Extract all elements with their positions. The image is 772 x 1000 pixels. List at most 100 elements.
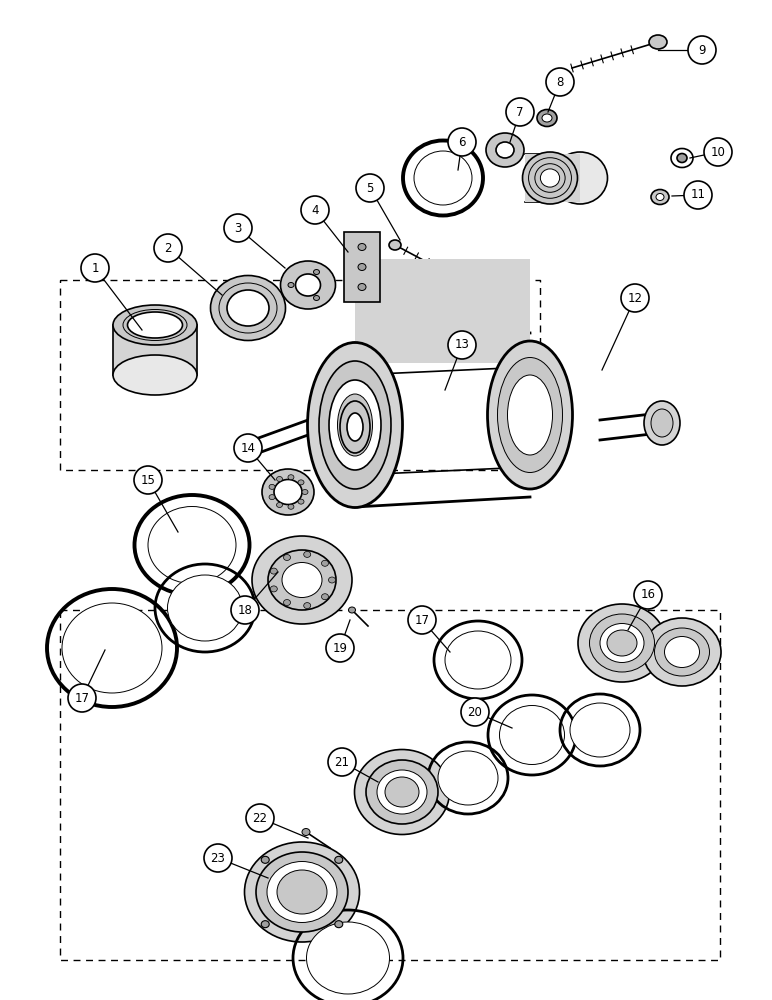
FancyBboxPatch shape xyxy=(344,232,380,302)
Circle shape xyxy=(621,284,649,312)
Ellipse shape xyxy=(656,194,664,200)
Text: 14: 14 xyxy=(241,442,256,454)
Ellipse shape xyxy=(113,305,197,345)
Ellipse shape xyxy=(358,243,366,250)
Ellipse shape xyxy=(590,614,655,672)
Ellipse shape xyxy=(487,341,573,489)
Text: 12: 12 xyxy=(628,292,642,304)
Ellipse shape xyxy=(277,870,327,914)
Text: 15: 15 xyxy=(141,474,155,487)
Ellipse shape xyxy=(282,562,322,597)
Text: 11: 11 xyxy=(690,188,706,202)
Ellipse shape xyxy=(496,142,514,158)
Circle shape xyxy=(684,181,712,209)
Ellipse shape xyxy=(643,618,721,686)
Text: 5: 5 xyxy=(366,182,374,194)
Text: 2: 2 xyxy=(164,241,171,254)
Ellipse shape xyxy=(644,401,680,445)
Ellipse shape xyxy=(537,109,557,126)
Text: 9: 9 xyxy=(698,43,706,56)
Ellipse shape xyxy=(298,480,304,485)
Circle shape xyxy=(326,634,354,662)
Ellipse shape xyxy=(302,489,308,494)
Ellipse shape xyxy=(507,375,553,455)
Circle shape xyxy=(448,128,476,156)
Ellipse shape xyxy=(211,275,286,340)
Ellipse shape xyxy=(261,921,269,928)
Text: 16: 16 xyxy=(641,588,655,601)
Text: 7: 7 xyxy=(516,105,523,118)
Ellipse shape xyxy=(307,342,402,508)
Circle shape xyxy=(356,174,384,202)
Ellipse shape xyxy=(497,358,563,473)
Ellipse shape xyxy=(445,631,511,689)
Ellipse shape xyxy=(267,861,337,922)
Ellipse shape xyxy=(578,604,666,682)
Circle shape xyxy=(234,434,262,462)
Ellipse shape xyxy=(649,35,667,49)
Ellipse shape xyxy=(269,495,275,500)
Text: 17: 17 xyxy=(75,692,90,704)
Ellipse shape xyxy=(296,274,320,296)
Circle shape xyxy=(506,98,534,126)
FancyBboxPatch shape xyxy=(113,325,197,375)
Ellipse shape xyxy=(252,536,352,624)
Ellipse shape xyxy=(302,828,310,836)
Ellipse shape xyxy=(340,401,370,453)
Text: 6: 6 xyxy=(459,135,466,148)
Ellipse shape xyxy=(329,380,381,470)
Ellipse shape xyxy=(303,551,310,557)
Circle shape xyxy=(704,138,732,166)
Ellipse shape xyxy=(385,777,419,807)
Ellipse shape xyxy=(354,750,449,834)
Ellipse shape xyxy=(414,151,472,205)
Ellipse shape xyxy=(262,469,314,515)
Ellipse shape xyxy=(261,856,269,863)
Ellipse shape xyxy=(335,921,343,928)
Circle shape xyxy=(546,68,574,96)
Ellipse shape xyxy=(321,560,328,566)
Circle shape xyxy=(328,748,356,776)
Ellipse shape xyxy=(346,409,364,441)
Ellipse shape xyxy=(671,148,693,167)
Circle shape xyxy=(81,254,109,282)
Text: 18: 18 xyxy=(238,603,252,616)
Text: 10: 10 xyxy=(710,145,726,158)
Ellipse shape xyxy=(127,312,182,338)
Circle shape xyxy=(408,606,436,634)
Ellipse shape xyxy=(523,152,577,204)
Ellipse shape xyxy=(306,922,390,994)
Ellipse shape xyxy=(677,153,687,162)
Circle shape xyxy=(68,684,96,712)
Ellipse shape xyxy=(329,577,336,583)
Ellipse shape xyxy=(298,499,304,504)
Text: 4: 4 xyxy=(311,204,319,217)
Circle shape xyxy=(688,36,716,64)
Ellipse shape xyxy=(553,152,608,204)
Ellipse shape xyxy=(389,240,401,250)
Ellipse shape xyxy=(288,475,294,480)
Ellipse shape xyxy=(665,637,699,668)
Ellipse shape xyxy=(358,284,366,290)
Text: 3: 3 xyxy=(235,222,242,234)
Ellipse shape xyxy=(269,484,275,489)
Ellipse shape xyxy=(113,355,197,395)
Ellipse shape xyxy=(570,703,630,757)
Ellipse shape xyxy=(542,114,552,122)
Circle shape xyxy=(154,234,182,262)
Ellipse shape xyxy=(274,480,302,504)
Ellipse shape xyxy=(227,290,269,326)
Ellipse shape xyxy=(268,550,336,610)
Ellipse shape xyxy=(245,842,360,942)
Ellipse shape xyxy=(283,554,290,560)
Circle shape xyxy=(461,698,489,726)
Ellipse shape xyxy=(651,190,669,205)
Text: 21: 21 xyxy=(334,756,350,768)
Ellipse shape xyxy=(348,607,355,613)
Text: 1: 1 xyxy=(91,261,99,274)
Ellipse shape xyxy=(276,477,283,482)
Ellipse shape xyxy=(270,568,277,574)
Ellipse shape xyxy=(377,770,427,814)
Text: 8: 8 xyxy=(557,76,564,89)
Ellipse shape xyxy=(438,751,498,805)
